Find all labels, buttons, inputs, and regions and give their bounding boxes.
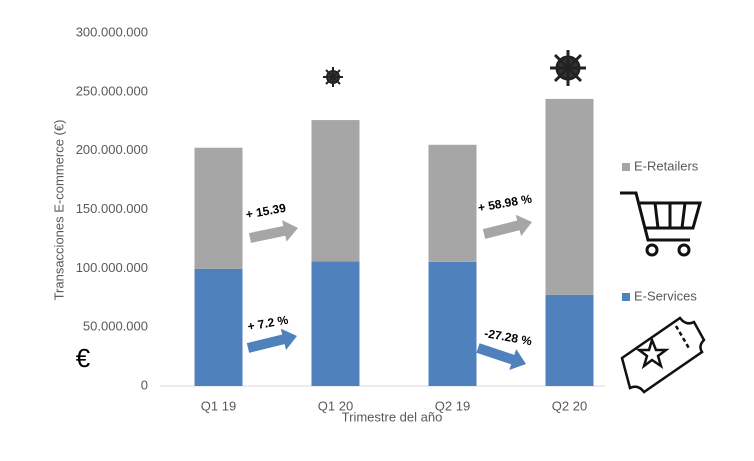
annotation: + 58.98 % (477, 192, 533, 215)
y-tick-label: 300.000.000 (76, 24, 148, 39)
bar-segment (428, 144, 477, 262)
cart-icon (620, 191, 702, 257)
virus-icon (323, 67, 343, 87)
x-axis-title: Trimestre del año (342, 409, 443, 424)
currency-symbol: € (76, 343, 91, 373)
y-tick-label: 200.000.000 (76, 142, 148, 157)
trend-arrow (476, 343, 526, 371)
trend-arrow (482, 214, 532, 239)
y-tick-label: 100.000.000 (76, 260, 148, 275)
annotation: -27.28 % (483, 326, 533, 348)
legend-label: E-Retailers (634, 158, 699, 173)
annotation: + 15.39 (245, 201, 288, 222)
legend-swatch (622, 163, 630, 171)
x-tick-label: Q1 19 (201, 398, 236, 413)
bar-segment (545, 98, 594, 295)
bar-segment (428, 261, 477, 386)
bar-segment (545, 294, 594, 386)
ticket-icon (620, 316, 706, 394)
legend-swatch (622, 293, 630, 301)
bar-segment (311, 261, 360, 386)
bar-segment (311, 120, 360, 262)
y-tick-label: 250.000.000 (76, 83, 148, 98)
y-tick-label: 50.000.000 (83, 319, 148, 334)
x-tick-label: Q2 20 (552, 398, 587, 413)
y-tick-label: 150.000.000 (76, 201, 148, 216)
y-axis-title: Transacciones E-commerce (€) (51, 120, 66, 301)
x-tick-label: Q1 20 (318, 398, 353, 413)
trend-arrow (246, 328, 297, 353)
legend-label: E-Services (634, 288, 697, 303)
bar-segment (194, 268, 243, 386)
virus-icon (550, 50, 586, 86)
x-tick-label: Q2 19 (435, 398, 470, 413)
bar-segment (194, 147, 243, 269)
y-tick-label: 0 (141, 377, 148, 392)
trend-arrow (248, 220, 298, 243)
